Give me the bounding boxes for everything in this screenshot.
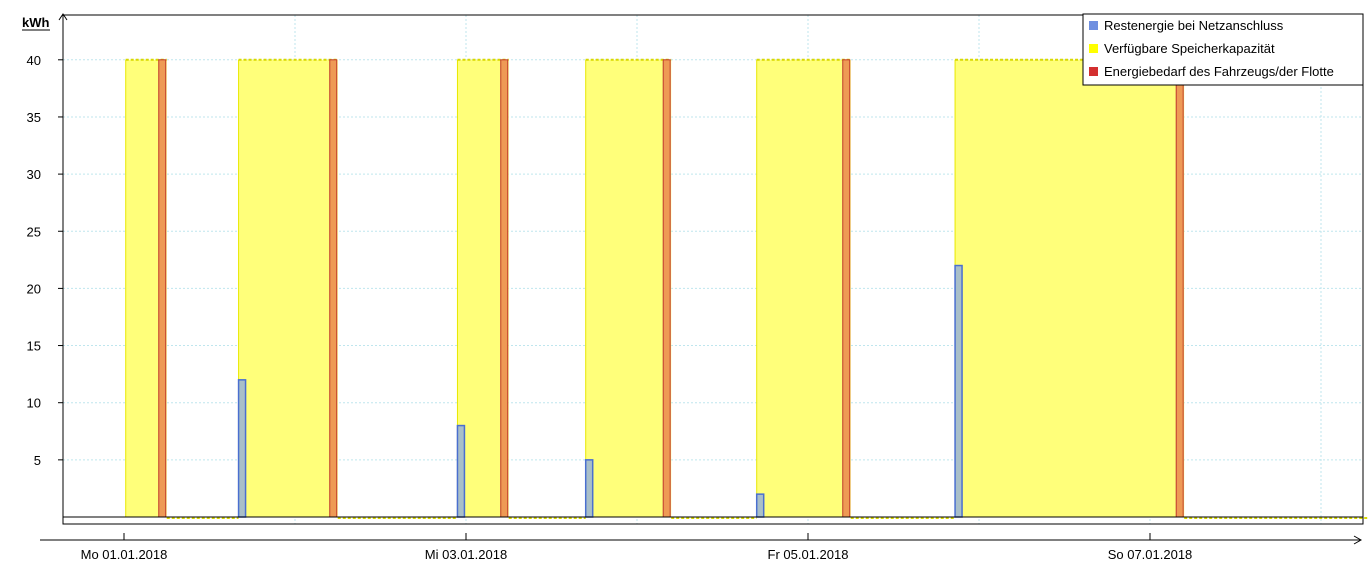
y-tick-label: 10	[27, 396, 41, 411]
x-tick-label: Fr 05.01.2018	[768, 547, 849, 562]
legend-box	[1082, 13, 1364, 86]
storage-capacity-area	[457, 59, 509, 518]
y-tick-label: 25	[27, 224, 41, 239]
x-tick-labels: Mo 01.01.2018 Mi 03.01.2018 Fr 05.01.2018 S…	[81, 533, 1193, 562]
y-tick-label: 40	[27, 53, 41, 68]
legend-swatch	[1089, 21, 1098, 30]
energy-demand-bar	[329, 59, 338, 518]
y-tick-label: 15	[27, 339, 41, 354]
energy-demand-bar	[500, 59, 509, 518]
y-tick-labels: 5 10 15 20 25 30 35 40	[27, 53, 63, 468]
legend-swatch	[1089, 44, 1098, 53]
energy-demand-bar	[842, 59, 851, 518]
energy-demand-bar	[1175, 59, 1184, 518]
x-tick-label: So 07.01.2018	[1108, 547, 1193, 562]
storage-capacity-area	[238, 59, 338, 518]
x-tick-label: Mi 03.01.2018	[425, 547, 507, 562]
x-axis-arrow	[1353, 535, 1363, 545]
unit-label: kWh	[22, 15, 50, 30]
y-tick-label: 35	[27, 110, 41, 125]
residual-energy-bar	[456, 424, 466, 518]
bars-layer	[158, 59, 1184, 518]
legend-swatch	[1089, 67, 1098, 76]
legend: Restenergie bei Netzanschluss Verfügbare …	[1082, 13, 1364, 86]
energy-demand-bar	[662, 59, 671, 518]
y-tick-label: 20	[27, 281, 41, 296]
residual-energy-bar	[954, 264, 963, 518]
x-tick-label: Mo 01.01.2018	[81, 547, 168, 562]
y-axis-arrow	[58, 13, 68, 21]
residual-energy-bar	[584, 459, 594, 518]
residual-energy-bar	[755, 493, 765, 518]
storage-capacity-area	[955, 59, 1185, 518]
legend-label: Verfügbare Speicherkapazität	[1104, 41, 1275, 56]
energy-demand-bar	[158, 59, 167, 518]
legend-label: Restenergie bei Netzanschluss	[1104, 18, 1284, 33]
storage-capacity-area	[756, 59, 851, 518]
residual-energy-bar	[237, 379, 247, 518]
axes: kWh	[22, 13, 1364, 545]
legend-label: Energiebedarf des Fahrzeugs/der Flotte	[1104, 64, 1334, 79]
storage-capacity-area	[585, 59, 672, 518]
y-tick-label: 30	[27, 167, 41, 182]
y-tick-label: 5	[34, 453, 41, 468]
